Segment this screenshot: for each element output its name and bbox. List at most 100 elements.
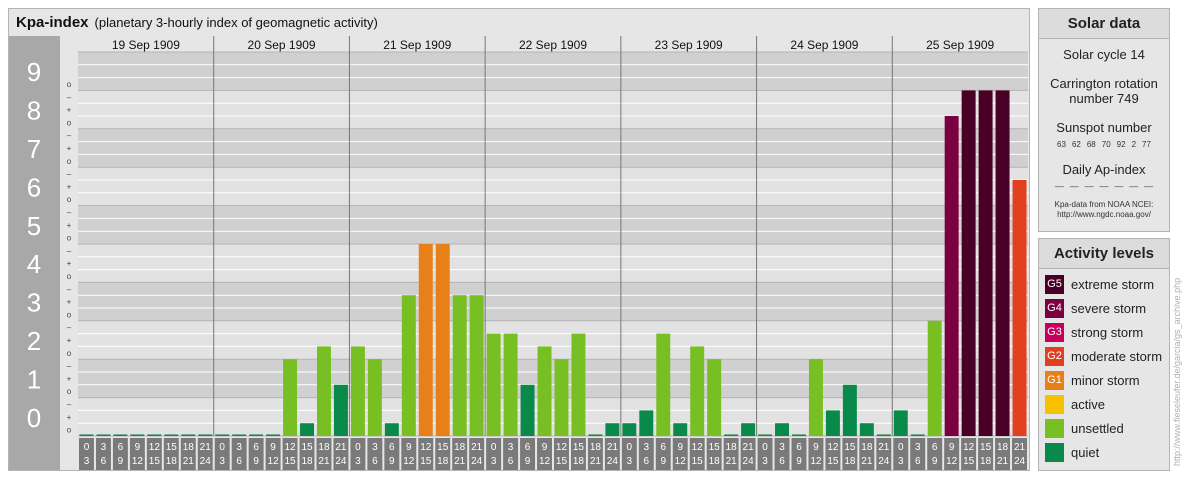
kp-bar — [503, 333, 518, 436]
interval-label: 6 — [644, 456, 650, 467]
interval-label: 3 — [898, 456, 904, 467]
source-line-1: Kpa-data from NOAA NCEI: — [1054, 200, 1154, 209]
interval-cell — [231, 438, 247, 470]
interval-label: 18 — [997, 442, 1009, 453]
interval-cell — [435, 438, 451, 470]
interval-label: 21 — [318, 456, 330, 467]
interval-cell — [706, 438, 722, 470]
interval-label: 12 — [132, 456, 144, 467]
interval-label: 15 — [573, 442, 585, 453]
kp-bar — [792, 434, 806, 436]
date-header — [78, 36, 1028, 52]
kpa-chart: 19 Sep 1909 20 Sep 1909 21 Sep 1909 22 Sep … — [9, 36, 1028, 470]
interval-label: 9 — [660, 456, 666, 467]
kp-bar — [622, 423, 637, 436]
ap-value: –– — [1084, 182, 1094, 191]
kp-bar — [333, 384, 348, 436]
solar-cycle: Solar cycle 14 — [1063, 47, 1145, 62]
legend-label: strong storm — [1071, 324, 1144, 340]
interval-label: 12 — [268, 456, 280, 467]
activity-levels-heading: Activity levels — [1039, 239, 1169, 269]
kp-bar — [571, 333, 586, 436]
interval-label: 18 — [437, 456, 449, 467]
y-tick-label: 9 — [27, 57, 41, 87]
interval-cell — [299, 438, 315, 470]
kp-bar — [690, 346, 705, 436]
kp-bar — [147, 434, 162, 436]
y-minor-tick: o — [67, 80, 72, 89]
carrington-line-2: number 749 — [1069, 91, 1139, 106]
interval-label: 12 — [946, 456, 958, 467]
y-minor-tick: – — [67, 246, 72, 255]
interval-cell — [621, 438, 637, 470]
interval-cell — [112, 438, 128, 470]
kp-bar — [842, 384, 857, 436]
kp-bar — [978, 90, 993, 437]
y-tick-label: 1 — [27, 364, 41, 394]
interval-cell — [316, 438, 332, 470]
interval-cell — [927, 438, 943, 470]
interval-cell — [655, 438, 671, 470]
y-minor-tick: – — [67, 400, 72, 409]
interval-label: 6 — [525, 442, 531, 453]
kp-bar — [520, 384, 535, 436]
interval-label: 12 — [420, 442, 432, 453]
interval-cell — [384, 438, 400, 470]
interval-label: 6 — [118, 442, 124, 453]
interval-label: 9 — [542, 442, 548, 453]
ap-heading: Daily Ap-index — [1062, 162, 1146, 177]
y-minor-tick: – — [67, 170, 72, 179]
interval-label: 24 — [335, 456, 347, 467]
interval-label: 9 — [253, 456, 259, 467]
interval-label: 3 — [236, 442, 242, 453]
y-minor-tick: – — [67, 93, 72, 102]
kp-bar — [910, 434, 925, 436]
interval-label: 15 — [556, 456, 568, 467]
kp-bar — [944, 116, 959, 436]
kp-bar — [775, 423, 789, 436]
interval-label: 12 — [827, 442, 839, 453]
sunspot-value: 63 — [1057, 140, 1066, 149]
interval-label: 15 — [980, 442, 992, 453]
interval-cell — [876, 438, 892, 470]
interval-cell — [333, 438, 349, 470]
interval-cell — [197, 438, 213, 470]
legend-label: severe storm — [1071, 300, 1147, 316]
interval-cell — [638, 438, 654, 470]
interval-label: 15 — [284, 456, 296, 467]
minor-tick-band — [60, 36, 78, 470]
source-note: Kpa-data from NOAA NCEI: http://www.ngdc… — [1039, 200, 1169, 220]
interval-cell — [859, 438, 875, 470]
interval-cell — [469, 438, 485, 470]
kp-bar — [961, 90, 976, 437]
interval-label: 18 — [844, 456, 856, 467]
interval-cell — [452, 438, 468, 470]
interval-label: 15 — [149, 456, 161, 467]
ap-value: –– — [1114, 182, 1124, 191]
interval-cell — [401, 438, 417, 470]
y-minor-tick: o — [67, 426, 72, 435]
kp-bar — [266, 434, 281, 436]
ap-value: –– — [1054, 182, 1064, 191]
y-band — [78, 52, 1028, 91]
legend-swatch: G3 — [1045, 322, 1064, 342]
ap-value: –– — [1129, 182, 1139, 191]
date-label: 22 Sep 1909 — [519, 38, 587, 52]
interval-label: 18 — [709, 456, 721, 467]
kp-bar — [350, 346, 365, 436]
y-minor-tick: o — [67, 234, 72, 243]
kp-bar — [181, 434, 196, 436]
kp-bar — [656, 333, 671, 436]
kp-bar — [164, 434, 179, 436]
legend-entry: G5 extreme storm — [1045, 274, 1169, 294]
interval-label: 9 — [135, 442, 141, 453]
interval-label: 0 — [355, 442, 361, 453]
interval-cell — [893, 438, 909, 470]
interval-label: 0 — [219, 442, 225, 453]
interval-label: 6 — [372, 456, 378, 467]
y-minor-tick: + — [67, 259, 72, 268]
interval-label: 15 — [420, 456, 432, 467]
kp-bar — [825, 410, 840, 436]
interval-label: 12 — [675, 456, 687, 467]
legend-label: quiet — [1071, 444, 1100, 460]
